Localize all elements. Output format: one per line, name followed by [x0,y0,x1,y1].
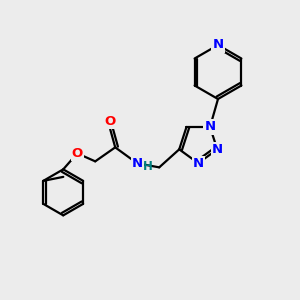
Text: H: H [143,160,153,173]
Text: N: N [204,121,216,134]
Text: O: O [72,147,83,160]
Text: N: N [132,157,143,170]
Text: N: N [212,38,224,52]
Text: O: O [105,115,116,128]
Text: N: N [212,143,223,156]
Text: N: N [193,157,204,170]
